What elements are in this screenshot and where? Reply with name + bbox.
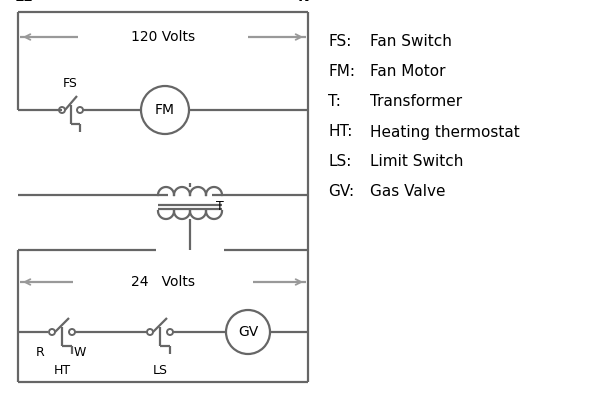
Text: Fan Switch: Fan Switch [370,34,452,50]
Text: 120 Volts: 120 Volts [131,30,195,44]
Text: 24   Volts: 24 Volts [131,275,195,289]
Text: T: T [216,200,224,214]
Text: Gas Valve: Gas Valve [370,184,445,200]
Text: N: N [299,0,310,4]
Text: FM: FM [155,103,175,117]
Text: Transformer: Transformer [370,94,462,110]
Text: T:: T: [328,94,341,110]
Text: HT:: HT: [328,124,352,140]
Text: GV:: GV: [328,184,354,200]
Text: Fan Motor: Fan Motor [370,64,445,80]
Text: LS: LS [152,364,168,377]
Text: Heating thermostat: Heating thermostat [370,124,520,140]
Text: FM:: FM: [328,64,355,80]
Text: FS:: FS: [328,34,352,50]
Text: HT: HT [54,364,71,377]
Text: GV: GV [238,325,258,339]
Text: FS: FS [63,77,77,90]
Text: L1: L1 [16,0,34,4]
Text: Limit Switch: Limit Switch [370,154,463,170]
Text: R: R [35,346,44,359]
Text: LS:: LS: [328,154,352,170]
Text: W: W [74,346,86,359]
